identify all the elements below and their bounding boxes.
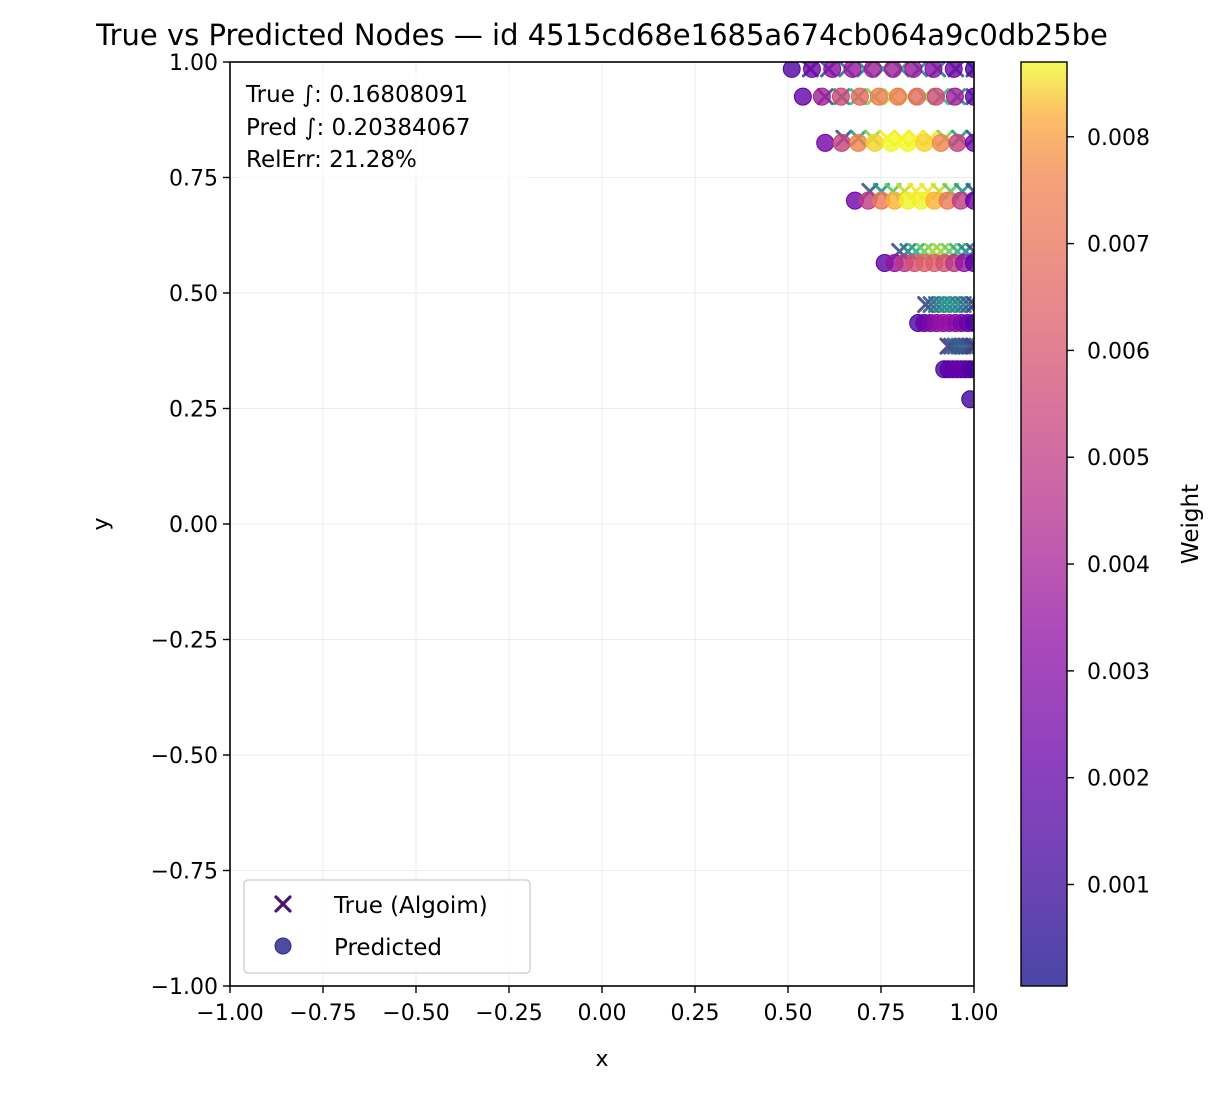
- predicted-node-marker: [965, 191, 974, 210]
- stats-annotation: True ∫: 0.16808091 Pred ∫: 0.20384067 Re…: [238, 72, 528, 178]
- predicted-node-marker: [863, 62, 882, 78]
- predicted-node-marker: [849, 133, 868, 152]
- x-tick-label: 0.25: [671, 1001, 720, 1026]
- y-tick-label: −0.50: [151, 744, 218, 769]
- y-tick-label: −1.00: [151, 975, 218, 1000]
- predicted-node-marker: [883, 62, 902, 78]
- x-tick-label: 0.00: [578, 1001, 627, 1026]
- y-tick-label: 0.00: [169, 513, 218, 538]
- legend: True (Algoim) Predicted: [243, 879, 531, 974]
- colorbar-ticks: 0.001 0.002 0.003 0.004 0.005 0.006 0.007 0.008: [1067, 126, 1150, 899]
- predicted-node-marker: [965, 314, 974, 333]
- legend-box: [243, 879, 531, 974]
- annotation-pred-integral: Pred ∫: 0.20384067: [246, 115, 471, 141]
- predicted-node-marker: [898, 133, 917, 152]
- colorbar: 0.001 0.002 0.003 0.004 0.005 0.006 0.007 0.008…: [1020, 61, 1204, 987]
- predicted-node-marker: [948, 133, 967, 152]
- predicted-node-marker: [882, 133, 901, 152]
- colorbar-tick-label: 0.006: [1087, 339, 1150, 364]
- legend-label-true: True (Algoim): [333, 893, 488, 919]
- x-axis-ticks: −1.00 −0.75 −0.50 −0.25 0.00 0.25 0.50 0.75 1.00: [196, 986, 998, 1026]
- predicted-node-marker: [823, 62, 842, 78]
- predicted-node-marker: [869, 87, 888, 106]
- predicted-node-marker: [812, 87, 831, 106]
- annotation-true-integral: True ∫: 0.16808091: [245, 82, 468, 108]
- predicted-node-marker: [782, 62, 801, 78]
- colorbar-tick-label: 0.004: [1087, 553, 1150, 578]
- annotation-background: [238, 72, 528, 178]
- predicted-node-marker: [793, 87, 812, 106]
- x-tick-label: 1.00: [950, 1001, 999, 1026]
- predicted-node-marker: [831, 87, 850, 106]
- colorbar-gradient: [1020, 61, 1068, 987]
- predicted-node-marker: [945, 87, 964, 106]
- x-tick-label: 0.50: [764, 1001, 813, 1026]
- predicted-node-marker: [843, 62, 862, 78]
- y-tick-label: 0.25: [169, 398, 218, 423]
- predicted-node-marker: [965, 360, 974, 379]
- colorbar-tick-label: 0.008: [1087, 126, 1150, 151]
- predicted-node-marker: [931, 133, 950, 152]
- true-node-marker: [965, 337, 974, 355]
- y-axis-ticks: −1.00 −0.75 −0.50 −0.25 0.00 0.25 0.50 0.75 1.00: [151, 51, 230, 1000]
- x-tick-label: −0.50: [382, 1001, 449, 1026]
- predicted-node-marker: [944, 62, 963, 78]
- predicted-node-marker: [961, 390, 974, 409]
- x-tick-label: 0.75: [857, 1001, 906, 1026]
- predicted-node-marker: [888, 87, 907, 106]
- y-axis-label: y: [89, 517, 114, 530]
- x-tick-label: −1.00: [196, 1001, 263, 1026]
- predicted-node-marker: [802, 62, 821, 78]
- predicted-node-marker: [965, 87, 974, 106]
- predicted-node-marker: [924, 62, 943, 78]
- colorbar-tick-label: 0.007: [1087, 233, 1150, 258]
- predicted-node-marker: [850, 87, 869, 106]
- legend-marker-true: [274, 895, 292, 913]
- scatter-points: [782, 62, 974, 409]
- true-node-marker: [965, 296, 974, 314]
- predicted-node-marker: [915, 133, 934, 152]
- legend-marker-predicted: [274, 937, 292, 955]
- chart-title: True vs Predicted Nodes — id 4515cd68e16…: [95, 18, 1108, 52]
- predicted-node-marker: [926, 87, 945, 106]
- predicted-node-marker: [816, 133, 835, 152]
- predicted-node-marker: [965, 133, 974, 152]
- predicted-node-marker: [907, 87, 926, 106]
- true-node-marker: [961, 337, 974, 355]
- predicted-node-marker: [965, 253, 974, 272]
- y-tick-label: 0.75: [169, 167, 218, 192]
- y-tick-label: −0.75: [151, 860, 218, 885]
- x-tick-label: −0.75: [289, 1001, 356, 1026]
- colorbar-tick-label: 0.001: [1087, 874, 1150, 899]
- y-tick-label: −0.25: [151, 629, 218, 654]
- colorbar-tick-label: 0.005: [1087, 446, 1150, 471]
- colorbar-label: Weight: [1178, 484, 1204, 564]
- legend-label-predicted: Predicted: [334, 935, 442, 961]
- y-tick-label: 1.00: [169, 51, 218, 76]
- y-tick-label: 0.50: [169, 282, 218, 307]
- x-tick-label: −0.25: [475, 1001, 542, 1026]
- predicted-node-marker: [832, 133, 851, 152]
- colorbar-tick-label: 0.002: [1087, 767, 1150, 792]
- predicted-node-marker: [865, 133, 884, 152]
- predicted-node-marker: [965, 62, 974, 78]
- annotation-relerr: RelErr: 21.28%: [246, 147, 417, 173]
- colorbar-tick-label: 0.003: [1087, 660, 1150, 685]
- x-axis-label: x: [595, 1047, 608, 1072]
- predicted-node-marker: [904, 62, 923, 78]
